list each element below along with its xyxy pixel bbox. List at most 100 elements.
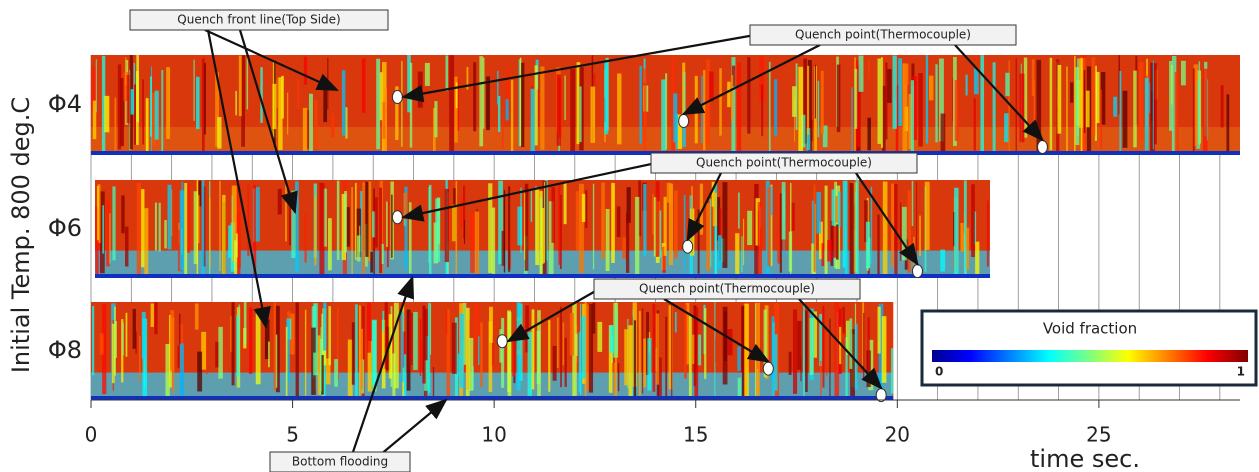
heatmap-texture [196,180,199,276]
heatmap-texture [303,56,308,85]
heatmap-texture [295,302,299,399]
heatmap-texture [497,70,499,105]
colorbar-tick-label: 1 [1237,365,1245,379]
heatmap-texture [807,60,812,152]
heatmap [91,302,894,400]
heatmap-texture [570,68,576,155]
heatmap-texture [268,341,270,368]
heatmap-texture [367,181,372,262]
heatmap-texture [743,218,745,266]
heatmap-texture [1078,58,1084,128]
heatmap-texture [114,97,117,155]
heatmap-texture [788,351,792,375]
heatmap-texture [133,62,136,90]
heatmap-texture [683,194,686,275]
heatmap-texture [643,338,647,388]
heatmap-texture [1019,73,1025,143]
heatmap-texture [701,75,703,144]
heatmap-texture [895,84,899,154]
heatmap-texture [817,80,820,138]
heatmap-texture [201,331,207,370]
heatmap-texture [585,190,588,229]
heatmap-texture [556,74,561,146]
heatmap-texture [231,185,237,262]
heatmap-texture [102,304,107,395]
heatmap-texture [820,360,822,398]
heatmap-texture [880,57,883,148]
heatmap-texture [172,317,175,393]
heatmap-texture [457,78,460,131]
heatmap-texture [663,196,667,256]
heatmap-texture [392,353,396,400]
heatmap-texture [684,304,687,379]
heatmap-texture [356,208,362,258]
heatmap-texture [130,89,135,115]
x-label: time sec. [1030,445,1140,472]
heatmap-texture [628,325,633,399]
heatmap-texture [965,74,968,96]
heatmap-texture [206,339,208,375]
heatmap-texture [557,317,559,369]
heatmap-texture [792,86,797,117]
heatmap-texture [402,331,406,368]
heatmap-texture [445,55,449,92]
heatmap-texture [822,125,828,148]
heatmap-texture [1192,68,1195,155]
colorbar [932,350,1248,362]
heatmap-texture [727,81,731,108]
heatmap-texture [327,57,329,110]
heatmap-texture [626,187,631,223]
heatmap-texture [524,192,526,260]
heatmap-texture [774,334,778,391]
heatmap-texture [314,100,318,151]
heatmap-texture [478,336,480,365]
heatmap-texture [706,203,711,271]
heatmap-texture [106,200,110,267]
heatmap-texture [560,306,562,388]
heatmap-texture [966,227,970,270]
callout-box [129,9,389,31]
heatmap-texture [731,74,734,121]
heatmap-texture [611,182,615,264]
heatmap-texture [474,211,480,277]
heatmap-texture [770,186,773,216]
heatmap-texture [449,55,455,155]
heatmap-texture [112,186,116,261]
heatmap-texture [581,193,586,223]
heatmap-texture [136,55,140,123]
heatmap-texture [196,76,200,130]
heatmap-texture [341,193,346,261]
heatmap-texture [1119,71,1122,152]
heatmap-texture [790,182,792,277]
arrow [204,28,340,92]
heatmap-texture [459,313,464,388]
heatmap-texture [194,303,199,330]
heatmap-texture [1118,55,1120,115]
arrow [798,298,883,390]
heatmap-texture [241,55,245,147]
heatmap-texture [264,319,270,360]
heatmap-texture [444,188,449,263]
heatmap-texture [161,69,164,155]
heatmap-texture [647,338,652,391]
heatmap-texture [451,322,457,374]
heatmap-texture [635,196,640,277]
heatmap-texture [850,329,856,399]
heatmap-texture [372,211,376,238]
callout-box [593,278,861,300]
heatmap-texture [548,320,551,392]
arrow [855,172,919,266]
heatmap-texture [1005,72,1010,97]
heatmap-texture [95,206,99,277]
heatmap-texture [885,62,888,140]
heatmap-texture [791,202,795,231]
heatmap [91,55,1240,155]
heatmap-texture [362,306,365,400]
heatmap-texture [408,202,412,274]
heatmap-texture [992,62,996,152]
heatmap-texture [474,303,479,343]
heatmap-panel [91,302,894,400]
heatmap-texture [465,307,470,399]
heatmap-texture [1169,60,1173,131]
